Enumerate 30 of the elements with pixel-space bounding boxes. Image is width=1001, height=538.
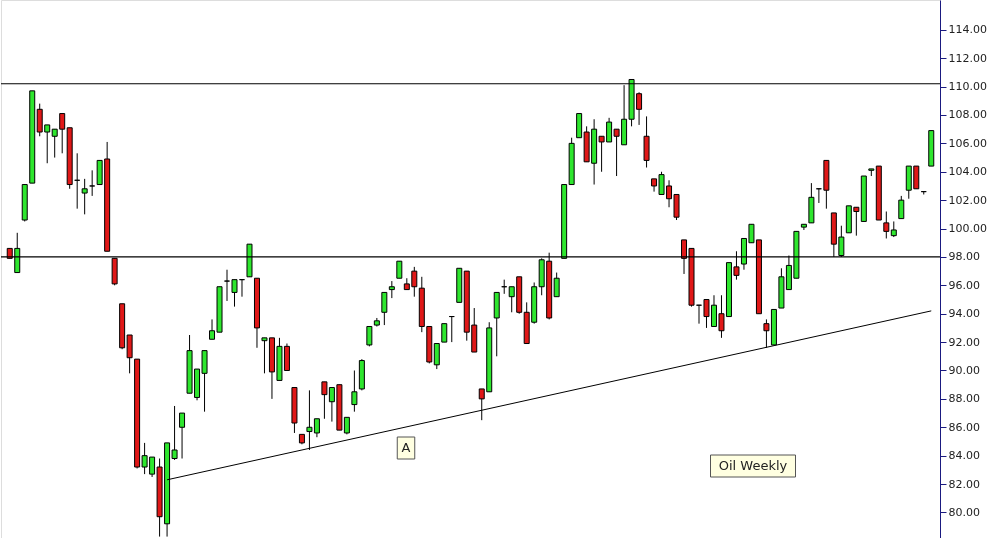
y-tick-label: 98.00: [948, 250, 980, 264]
candlestick: [179, 412, 186, 460]
candlestick: [883, 211, 890, 239]
y-tick-label: 94.00: [948, 307, 980, 321]
candlestick: [81, 178, 88, 215]
y-tick-label: 112.00: [948, 51, 987, 65]
annotation: Oil Weekly: [718, 458, 788, 473]
candlestick: [351, 370, 358, 413]
y-tick-label: 108.00: [948, 108, 987, 122]
y-tick-label: 114.00: [948, 23, 987, 37]
y-tick-label: 88.00: [948, 392, 980, 406]
candlestick: [433, 343, 440, 370]
y-tick-label: 92.00: [948, 335, 980, 349]
y-tick-label: 96.00: [948, 278, 980, 292]
y-tick-label: 90.00: [948, 364, 980, 377]
y-tick-label: 80.00: [948, 505, 980, 519]
candlestick: [553, 272, 560, 298]
candlestick: [898, 195, 905, 220]
y-tick-label: 84.00: [948, 449, 980, 463]
y-tick-label: 104.00: [948, 165, 987, 179]
y-tick-label: 100.00: [948, 222, 987, 236]
candlestick: [89, 169, 96, 197]
candlestick: [381, 291, 388, 326]
y-tick-label: 102.00: [948, 193, 987, 207]
annotation: A: [401, 440, 411, 455]
y-tick-label: 82.00: [948, 477, 980, 491]
candlestick: [441, 323, 448, 343]
y-tick-label: 110.00: [948, 80, 987, 94]
y-tick-label: 106.00: [948, 136, 987, 150]
y-tick-label: 86.00: [948, 420, 980, 434]
